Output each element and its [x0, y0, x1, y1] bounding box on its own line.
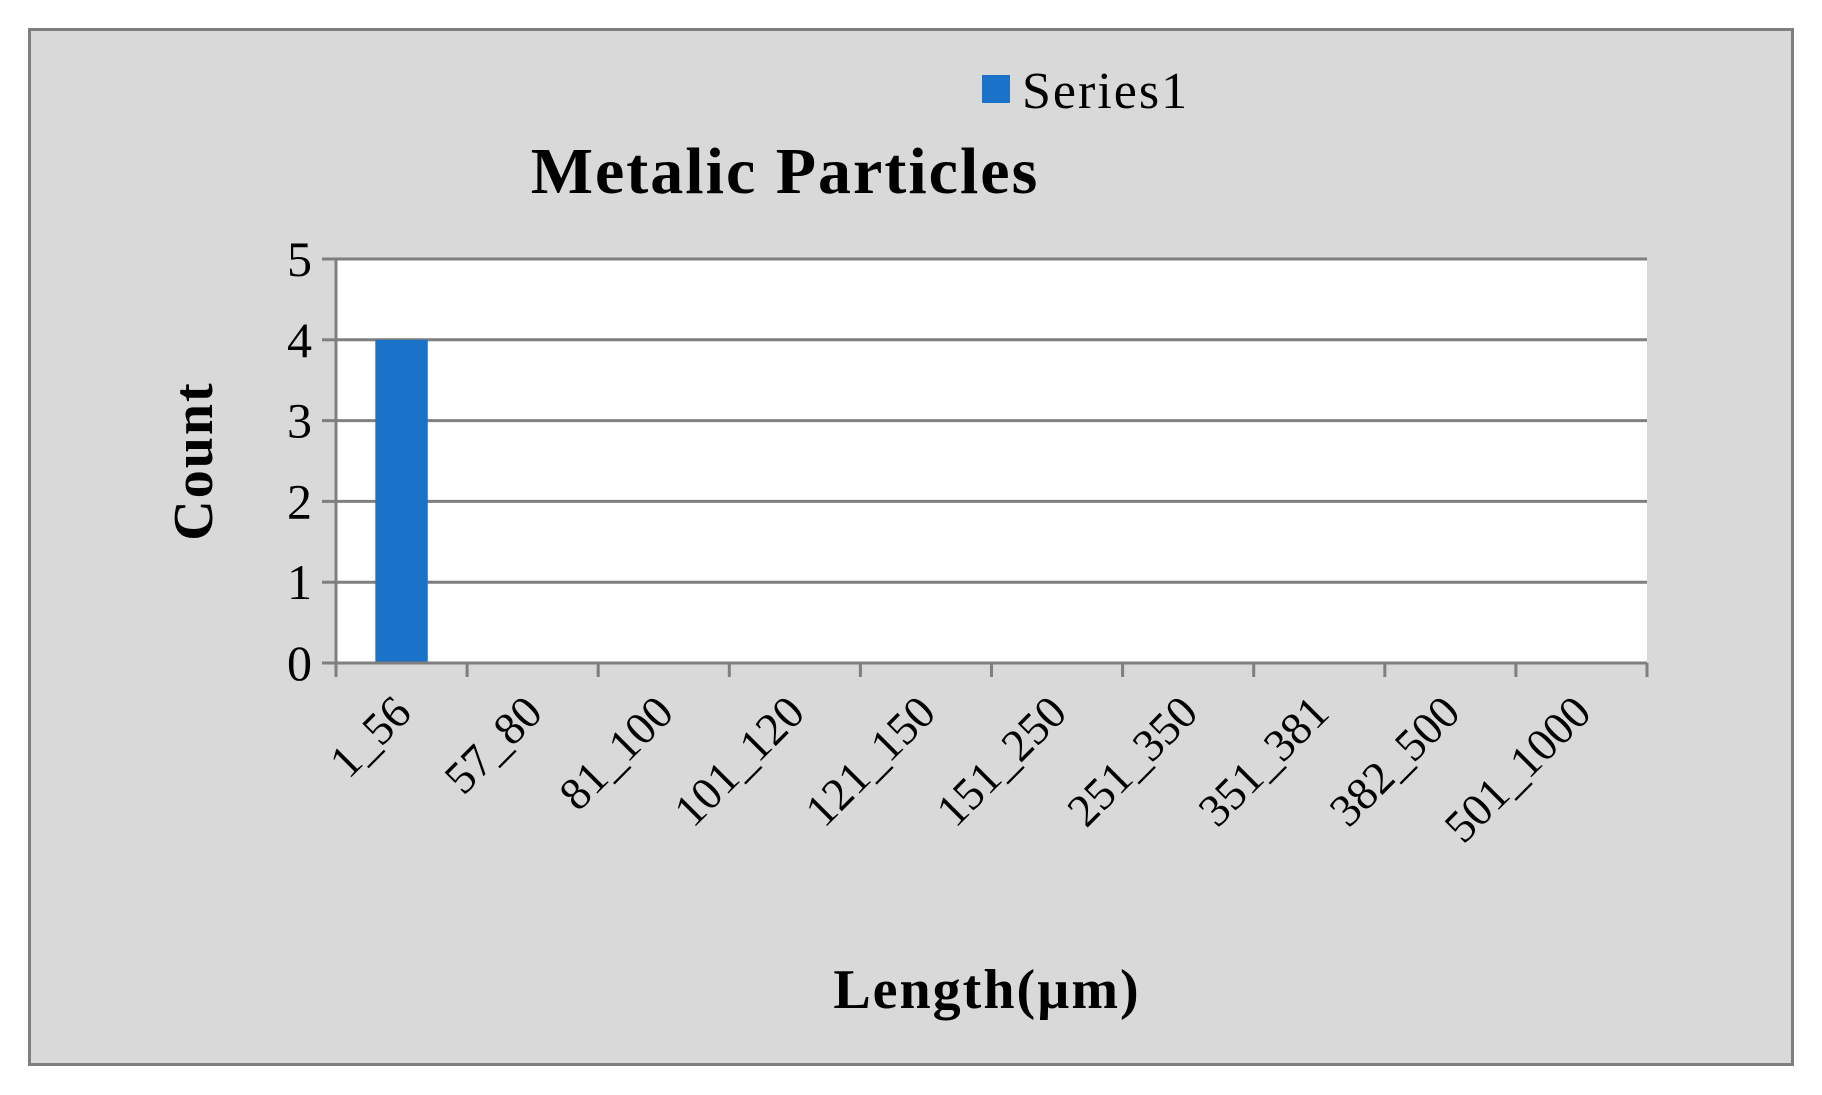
y-tick-label: 4: [287, 312, 312, 368]
x-tick-label: 57_80: [434, 686, 551, 803]
x-tick-label: 351_381: [1188, 686, 1338, 836]
bar: [375, 339, 428, 663]
x-tick-label: 251_350: [1057, 686, 1207, 836]
x-tick-label: 151_250: [926, 686, 1076, 836]
y-tick-labels: 0 1 2 3 4 5: [287, 231, 336, 691]
legend-label-series1: Series1: [1022, 63, 1189, 120]
y-axis-title: Count: [163, 381, 225, 540]
x-tick-label: 101_120: [664, 686, 814, 836]
legend-swatch: [982, 75, 1010, 103]
x-tick-label: 501_1000: [1434, 686, 1600, 852]
x-tick-label: 81_100: [549, 686, 683, 820]
y-tick-label: 5: [287, 231, 312, 287]
plot-area: [336, 259, 1647, 663]
x-tick-label: 1_56: [320, 686, 421, 787]
y-tick-label: 0: [287, 635, 312, 691]
y-tick-label: 1: [287, 554, 312, 610]
chart-title: Metalic Particles: [531, 135, 1040, 208]
legend: Series1: [982, 63, 1189, 120]
x-tick-label: 121_150: [795, 686, 945, 836]
gridlines: [336, 257, 1647, 584]
bars: [375, 339, 428, 663]
y-tick-label: 2: [287, 473, 312, 529]
x-tick-labels: 1_56 57_8081_100101_120121_150151_250251_…: [320, 686, 1601, 852]
y-tick-label: 3: [287, 393, 312, 449]
axes: [334, 259, 1649, 677]
x-axis-title: Length(µm): [833, 959, 1140, 1021]
